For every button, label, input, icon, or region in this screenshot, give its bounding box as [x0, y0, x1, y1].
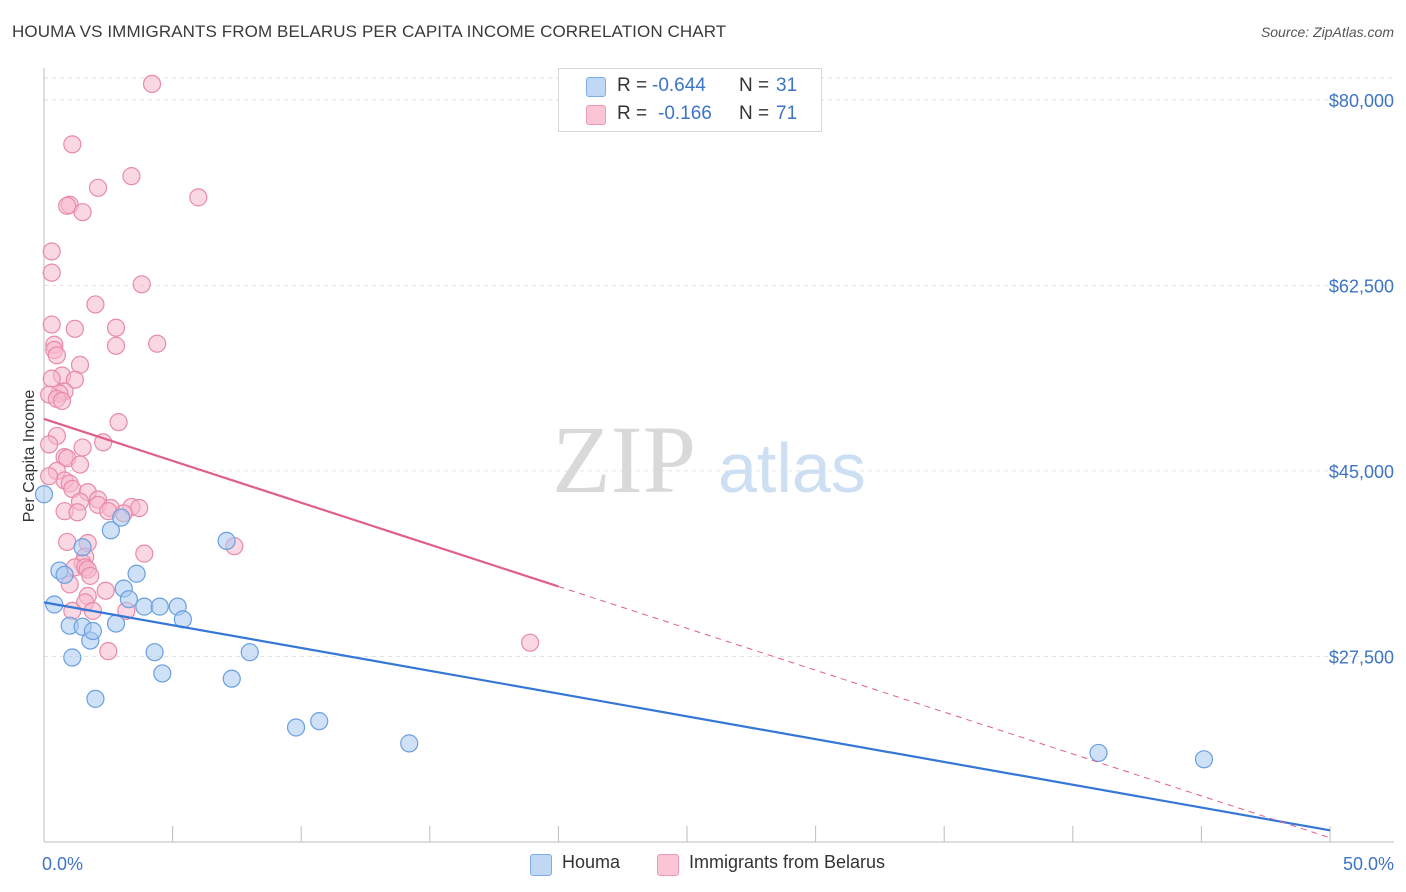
y-tick-label: $62,500	[1329, 276, 1394, 296]
data-point-belarus	[142, 74, 162, 94]
data-point-belarus	[106, 336, 126, 355]
data-point-houma	[135, 597, 154, 616]
data-point-houma	[400, 734, 419, 753]
data-point-houma	[106, 614, 126, 633]
data-point-belarus	[122, 167, 141, 186]
trend-line-houma	[43, 601, 1331, 832]
y-tick-label: $27,500	[1329, 647, 1394, 667]
data-point-houma	[286, 718, 306, 737]
y-tick-label: $80,000	[1329, 91, 1394, 111]
watermark-atlas: atlas	[718, 429, 866, 507]
legend-houma-r-value: -0.644	[652, 75, 706, 96]
data-point-houma	[55, 565, 74, 584]
legend-belarus-n-value: 71	[776, 103, 798, 124]
data-point-belarus	[132, 275, 151, 294]
bottom-legend-swatch-belarus	[657, 854, 679, 876]
data-point-belarus	[81, 566, 100, 585]
legend-belarus-r-label: R =	[617, 103, 648, 124]
data-point-houma	[101, 521, 120, 540]
stats-legend: R = -0.644 N = 31 R = -0.166 N = 71	[558, 68, 822, 132]
data-point-belarus	[42, 315, 61, 334]
data-point-houma	[222, 669, 241, 688]
y-tick-label: $45,000	[1329, 462, 1394, 482]
trend-line-belarus-extrapolated	[558, 585, 1331, 839]
data-point-houma	[73, 538, 92, 557]
data-point-belarus	[68, 503, 87, 522]
data-point-houma	[1089, 743, 1108, 763]
data-point-belarus	[109, 413, 128, 432]
data-point-belarus	[94, 433, 113, 452]
data-point-houma	[63, 648, 82, 667]
x-tick-label-min: 0.0%	[42, 854, 83, 874]
data-point-houma	[83, 621, 102, 641]
trend-line-belarus	[43, 417, 559, 588]
data-point-belarus	[42, 242, 61, 261]
data-point-houma	[240, 643, 259, 662]
data-point-belarus	[70, 455, 90, 474]
data-point-belarus	[58, 196, 77, 215]
legend-houma-r-label: R =	[617, 75, 648, 96]
bottom-legend-swatch-houma	[530, 854, 552, 876]
data-point-houma	[217, 531, 236, 550]
data-point-belarus	[106, 318, 126, 337]
data-point-houma	[112, 508, 131, 527]
data-point-belarus	[73, 203, 92, 222]
data-point-houma	[310, 712, 329, 731]
data-point-belarus	[521, 633, 540, 652]
data-point-houma	[1194, 750, 1214, 769]
data-point-belarus	[99, 642, 118, 661]
bottom-legend-belarus: Immigrants from Belarus	[689, 852, 886, 872]
data-point-houma	[127, 564, 146, 583]
data-point-belarus	[86, 295, 105, 314]
x-tick-label-max: 50.0%	[1343, 854, 1394, 874]
data-point-belarus	[96, 581, 115, 600]
data-point-houma	[86, 689, 105, 708]
data-point-houma	[145, 643, 164, 662]
bottom-legend-houma: Houma	[562, 852, 621, 872]
legend-swatch-houma	[586, 77, 606, 97]
data-point-belarus	[88, 178, 108, 197]
y-axis-label: Per Capita Income	[21, 390, 38, 523]
data-point-houma	[153, 664, 172, 683]
legend-swatch-belarus	[586, 105, 606, 125]
axes	[43, 68, 1394, 843]
data-point-houma	[34, 485, 54, 504]
series-houma	[34, 485, 1214, 769]
data-point-belarus	[148, 334, 167, 353]
data-point-belarus	[130, 498, 149, 518]
legend-belarus-r-value: -0.166	[658, 103, 712, 124]
legend-belarus-n-label: N =	[739, 103, 770, 124]
data-point-belarus	[65, 370, 84, 389]
y-tick-labels: $27,500 $45,000 $62,500 $80,000	[1329, 91, 1394, 668]
data-point-belarus	[63, 135, 82, 154]
data-point-belarus	[63, 601, 82, 620]
data-point-belarus	[65, 319, 84, 338]
data-point-belarus	[47, 346, 66, 365]
data-point-belarus	[73, 438, 92, 457]
series-belarus	[40, 74, 540, 661]
gridlines	[44, 77, 1394, 657]
legend-houma-n-value: 31	[776, 75, 798, 96]
data-point-belarus	[40, 467, 59, 486]
chart-title: HOUMA VS IMMIGRANTS FROM BELARUS PER CAP…	[12, 22, 727, 41]
data-point-belarus	[42, 263, 61, 282]
watermark: ZIP atlas	[552, 406, 866, 513]
source-label: Source: ZipAtlas.com	[1260, 24, 1394, 40]
watermark-zip: ZIP	[552, 406, 696, 513]
data-point-belarus	[52, 391, 72, 411]
data-point-houma	[150, 597, 169, 616]
data-point-belarus	[58, 532, 77, 552]
data-point-belarus	[40, 435, 59, 454]
trend-lines	[43, 417, 1331, 839]
data-point-belarus	[135, 544, 154, 563]
legend-houma-n-label: N =	[739, 75, 770, 96]
data-point-houma	[119, 590, 138, 609]
data-point-belarus	[189, 188, 208, 207]
